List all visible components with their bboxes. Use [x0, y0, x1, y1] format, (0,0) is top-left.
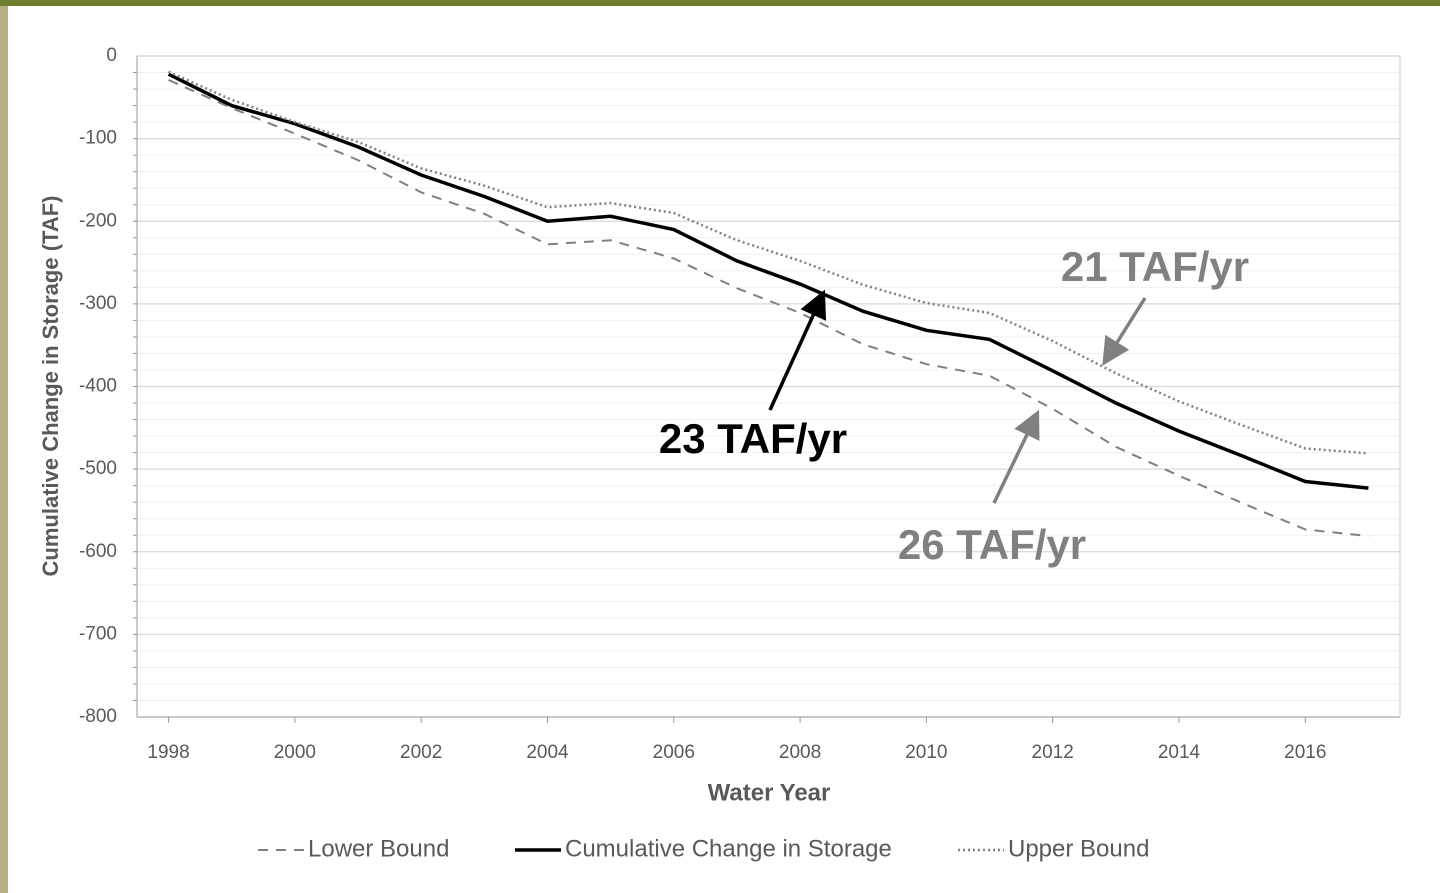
x-tick-label: 2012 [1032, 742, 1074, 763]
x-tick-label: 2008 [779, 742, 821, 763]
y-tick-label: -300 [79, 293, 117, 314]
annotation-arrow [1102, 297, 1147, 366]
series-line [168, 70, 1369, 455]
x-tick-label: 1998 [147, 742, 189, 763]
annotation: 26 TAF/yr [898, 521, 1086, 568]
x-tick-label: 2006 [653, 742, 695, 763]
y-tick-label: 0 [106, 45, 117, 66]
y-tick-label: -500 [79, 458, 117, 479]
y-tick-label: -800 [79, 706, 117, 727]
y-tick-label: -600 [79, 541, 117, 562]
series-line [167, 72, 1369, 490]
annotation: 21 TAF/yr [1061, 243, 1249, 290]
y-tick-label: -200 [79, 210, 117, 231]
x-tick-label: 2016 [1284, 742, 1326, 763]
x-tick-label: 2002 [400, 742, 442, 763]
top-bar [0, 0, 1440, 6]
series-line [168, 79, 1369, 538]
annotation: 23 TAF/yr [659, 415, 847, 462]
y-tick-label: -700 [79, 623, 117, 644]
annotation-arrow [992, 409, 1040, 504]
legend-label: Lower Bound [308, 835, 449, 862]
legend-label: Cumulative Change in Storage [565, 835, 892, 862]
left-strip [0, 6, 8, 893]
x-tick-label: 2014 [1158, 742, 1201, 763]
annotation-arrow [768, 289, 827, 411]
y-axis-label: Cumulative Change in Storage (TAF) [38, 196, 63, 577]
x-tick-label: 2000 [274, 742, 316, 763]
x-tick-label: 2010 [905, 742, 947, 763]
x-tick-label: 2004 [526, 742, 569, 763]
x-axis-label: Water Year [708, 779, 831, 806]
y-tick-label: -100 [79, 128, 117, 149]
y-tick-label: -400 [79, 376, 117, 397]
legend-label: Upper Bound [1008, 835, 1149, 862]
